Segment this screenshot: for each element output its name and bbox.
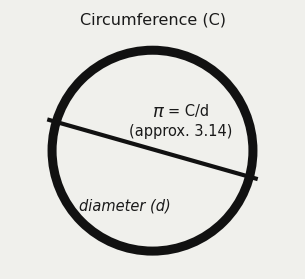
Text: diameter (d): diameter (d) xyxy=(79,199,170,214)
Text: $\pi$: $\pi$ xyxy=(152,103,165,121)
Text: Circumference (C): Circumference (C) xyxy=(80,12,225,27)
Text: = C/d: = C/d xyxy=(168,104,209,119)
Text: (approx. 3.14): (approx. 3.14) xyxy=(129,124,232,139)
